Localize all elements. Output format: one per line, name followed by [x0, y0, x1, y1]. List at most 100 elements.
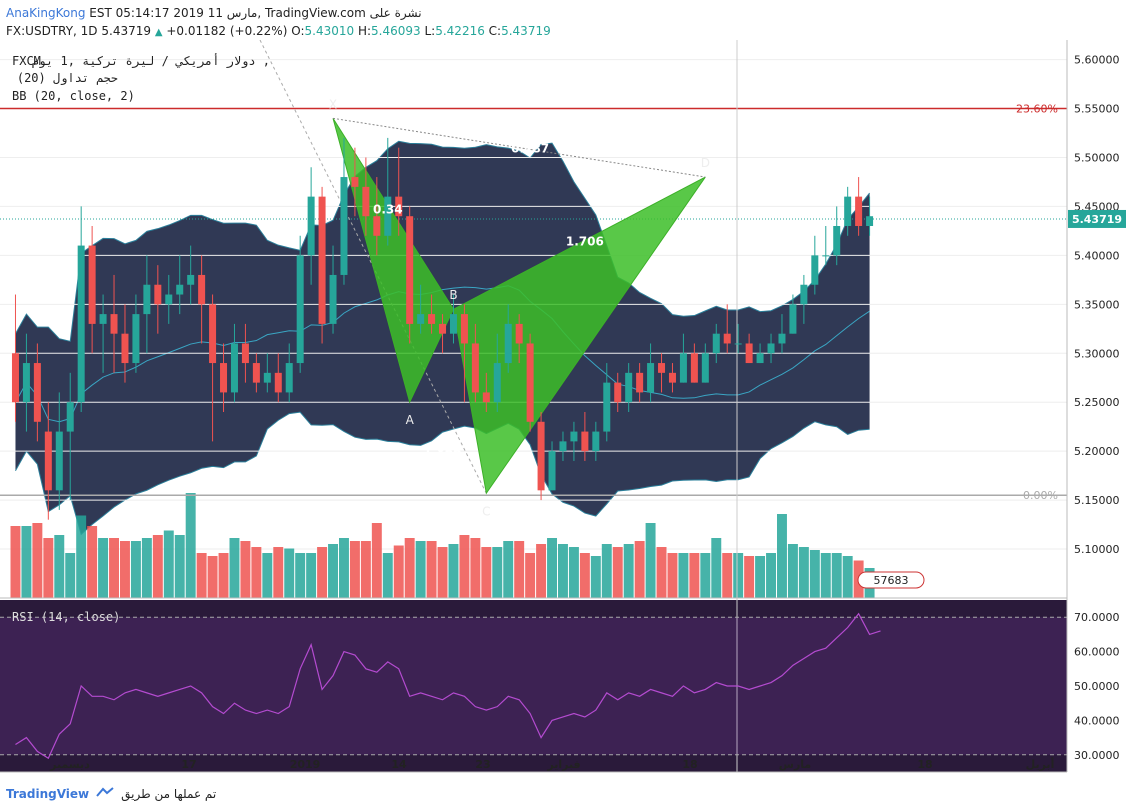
candle-body [679, 353, 687, 383]
legend-rsi: RSI (14, close) [12, 610, 120, 624]
volume-bar [437, 547, 448, 598]
harmonic-point-d: D [701, 156, 710, 170]
volume-bar [547, 538, 557, 598]
harmonic-point-a: A [406, 413, 415, 427]
volume-bar [54, 535, 65, 598]
harmonic-bcd-triangle [452, 176, 706, 495]
harmonic-ratio: 0.34 [373, 202, 403, 216]
volume-bar [185, 493, 196, 598]
candle-body [384, 196, 392, 236]
candle-body [800, 284, 808, 305]
volume-bar [273, 547, 284, 598]
rsi-pane [0, 600, 1067, 772]
volume-bar [218, 553, 229, 598]
harmonic-point-c: C [482, 504, 490, 518]
timestamp: EST 05:14:17 2019 [89, 6, 204, 20]
candle-body [154, 284, 162, 305]
candle-body [668, 372, 676, 383]
candle-body [198, 274, 206, 305]
volume-bar [842, 556, 853, 598]
volume-bar [536, 544, 547, 598]
candle-body [690, 353, 698, 383]
volume-bar [667, 553, 678, 598]
candle-body [11, 353, 19, 403]
volume-bar [262, 553, 273, 598]
candle-body [734, 343, 742, 345]
volume-bar [448, 544, 459, 598]
candle-body [428, 314, 436, 324]
volume-bar [21, 526, 32, 598]
symbol: FX:USDTRY, 1D [6, 24, 98, 38]
candle-body [362, 186, 370, 217]
footer-credit: تم عملها من طريق [121, 786, 217, 801]
volume-bar [601, 544, 612, 598]
volume-bar [174, 535, 185, 598]
x-tick-label: 18 [682, 758, 697, 771]
legend-source: FXCM [12, 54, 41, 68]
x-tick-label: 23 [475, 758, 490, 771]
candle-body [373, 216, 381, 236]
legend-volume: حجم تداول (20) [17, 71, 118, 86]
candle-body [647, 363, 655, 393]
candle-body [66, 402, 74, 432]
volume-bar [382, 553, 393, 598]
candle-body [33, 363, 41, 422]
candle-body [701, 353, 709, 383]
y-tick-label: 5.25000 [1074, 396, 1120, 409]
candle-body [44, 431, 52, 491]
volume-bar [43, 538, 54, 598]
x-tick-label: ديسمبر [49, 758, 90, 771]
rsi-tick-label: 40.0000 [1074, 714, 1120, 727]
last-price-label: 5.43719 [1072, 213, 1122, 226]
harmonic-ratio: 1.706 [566, 235, 604, 249]
candle-body [592, 431, 600, 452]
candle-body [187, 274, 195, 285]
volume-bar [579, 553, 590, 598]
y-tick-label: 5.60000 [1074, 54, 1120, 67]
username[interactable]: AnaKingKong [6, 6, 86, 20]
tradingview-brand[interactable]: TradingView [6, 786, 90, 801]
volume-bar [831, 553, 842, 598]
volume-bar [656, 547, 667, 598]
candle-body [548, 451, 556, 491]
rsi-band [0, 617, 1067, 755]
candle-body [395, 196, 403, 217]
fib-level-label: 0.00% [1023, 489, 1058, 502]
candle-body [767, 343, 775, 354]
candle-body [844, 196, 852, 226]
candle-body [833, 226, 841, 256]
volume-bar [284, 548, 295, 598]
candle-body [121, 333, 129, 364]
volume-bar [755, 556, 766, 598]
harmonic-point-x: X [329, 97, 337, 111]
candle-body [285, 363, 293, 393]
rsi-tick-label: 60.0000 [1074, 646, 1120, 659]
candle-body [636, 372, 644, 393]
candle-body [329, 274, 337, 324]
candle-body [822, 255, 830, 257]
event-badge[interactable]: 57683 [857, 571, 925, 589]
price-chart[interactable]: 5.600005.550005.500005.450005.400005.350… [0, 40, 1131, 780]
candle-body [449, 314, 457, 334]
volume-bar [809, 550, 820, 598]
volume-bar [766, 553, 776, 598]
candle-body [471, 343, 479, 393]
y-tick-label: 5.50000 [1074, 151, 1120, 164]
candle-body [417, 314, 425, 324]
volume-bar [295, 553, 306, 598]
candle-body [756, 353, 764, 364]
candle-body [307, 196, 315, 256]
harmonic-point-b: B [449, 288, 457, 302]
candle-body [789, 304, 797, 334]
volume-bar [130, 541, 141, 598]
candle-body [77, 245, 85, 403]
candle-body [406, 216, 414, 324]
volume-bar [634, 541, 645, 598]
y-tick-label: 5.30000 [1074, 347, 1120, 360]
volume-bar [470, 538, 481, 598]
date: مارس 11, [207, 6, 262, 20]
volume-bar [798, 547, 809, 598]
candle-body [209, 304, 217, 364]
volume-bar [590, 556, 601, 598]
volume-bar [32, 523, 43, 598]
